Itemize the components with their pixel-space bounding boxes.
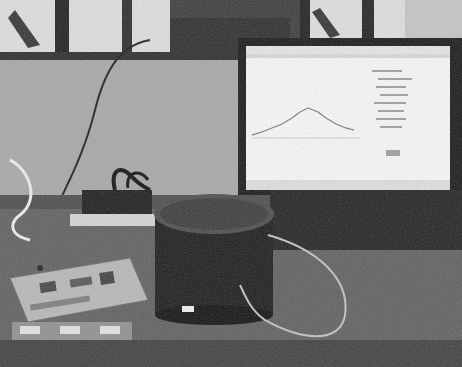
photo-scene: [0, 0, 462, 367]
scene-canvas: [0, 0, 462, 367]
film-grain: [0, 0, 462, 367]
